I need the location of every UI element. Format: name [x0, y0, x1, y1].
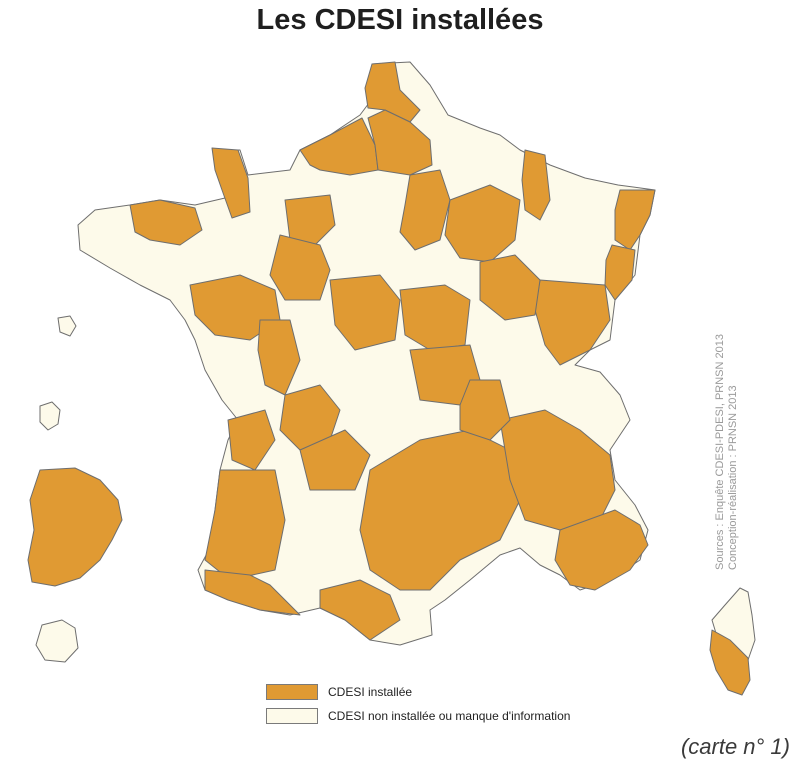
legend-label-installed: CDESI installée [328, 685, 413, 699]
dept-bas-rhin [614, 189, 656, 251]
map-legend: CDESI installée CDESI non installée ou m… [266, 681, 570, 729]
la-reunion [35, 619, 79, 663]
dept-meuse [521, 149, 551, 221]
dept-haut-rhin [604, 244, 636, 301]
guyane [27, 467, 123, 587]
dept-loiret-cher [329, 274, 401, 351]
legend-swatch-installed [266, 684, 318, 700]
dept-eure-yvelines [284, 194, 336, 246]
dept-cote-dor [479, 254, 541, 321]
legend-item-installed: CDESI installée [266, 681, 570, 703]
dept-gironde-landes [204, 469, 286, 581]
dept-pyrenees-atlantiques [204, 569, 301, 616]
martinique [57, 315, 77, 337]
map-title: Les CDESI installées [256, 4, 544, 36]
sources-line: Sources : Enquête CDESI-PDESI, PRNSN 201… [714, 334, 726, 570]
dept-sarthe-mayenne [269, 234, 331, 301]
dept-doubs-jura [534, 279, 611, 366]
legend-item-not-installed: CDESI non installée ou manque d'informat… [266, 705, 570, 727]
dept-dordogne-correze [299, 429, 371, 491]
installed-departments [129, 61, 656, 641]
guadeloupe [39, 401, 61, 431]
legend-swatch-not-installed [266, 708, 318, 724]
dept-massif-central-south [359, 429, 521, 591]
dept-rhone-alpes-south [499, 409, 616, 531]
dept-ariege-aude [319, 579, 401, 641]
dept-cotes-armor [129, 199, 203, 246]
legend-label-not-installed: CDESI non installée ou manque d'informat… [328, 709, 571, 723]
dept-marne [399, 169, 451, 251]
sources-credit: Sources : Enquête CDESI-PDESI, PRNSN 201… [714, 334, 740, 570]
dept-aube-haute-marne [444, 184, 521, 263]
corse-du-sud [709, 629, 751, 696]
conception-line: Conception-réalisation : PRNSN 2013 [727, 385, 739, 570]
dept-var-alpes-maritimes [554, 509, 649, 591]
dept-manche [211, 147, 251, 219]
dept-haute-saone [459, 379, 511, 441]
map-caption: (carte n° 1) [680, 734, 790, 759]
dept-charente-maritime [227, 409, 276, 471]
